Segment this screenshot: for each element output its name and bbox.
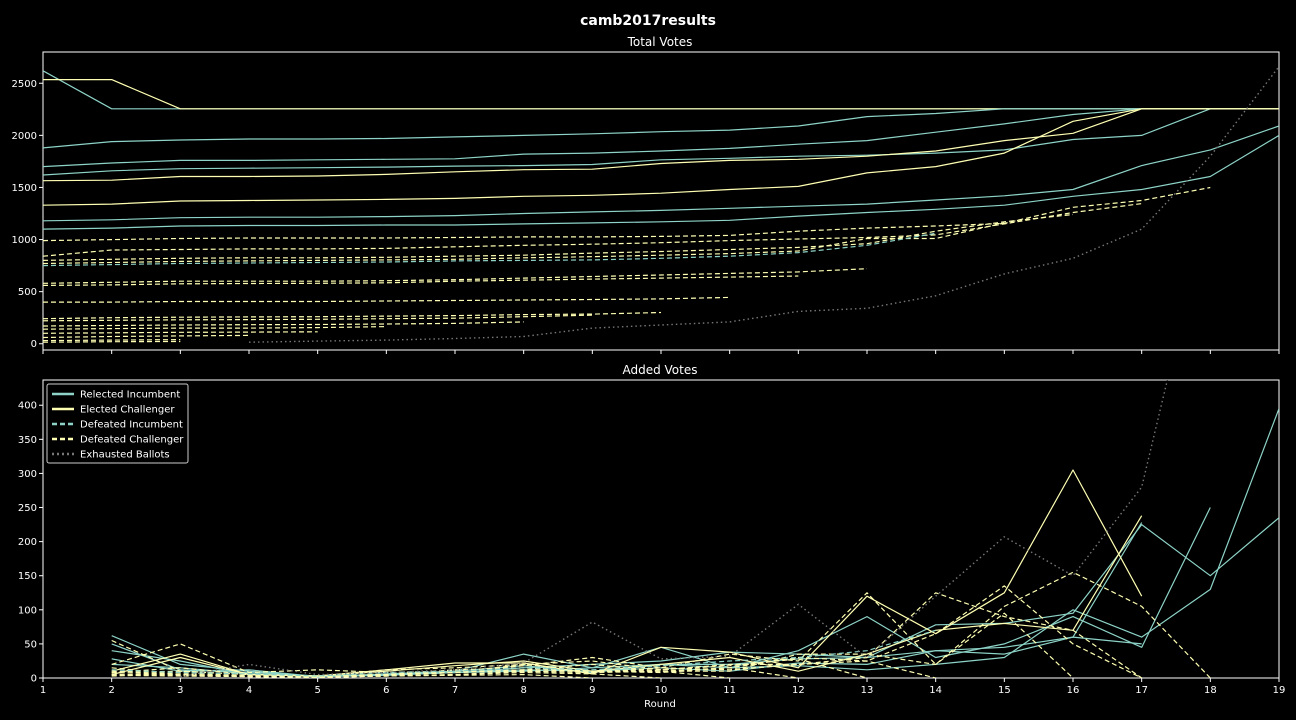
added-series-line-17 bbox=[111, 629, 936, 677]
added-series-line-14 bbox=[111, 670, 730, 678]
total-series-line-18 bbox=[43, 314, 593, 322]
total-y-tick-label-500: 500 bbox=[18, 287, 37, 298]
total-series-line-23 bbox=[43, 339, 181, 342]
added-x-tick-label-19: 19 bbox=[1273, 685, 1286, 696]
added-x-tick-label-10: 10 bbox=[655, 685, 668, 696]
added-x-tick-label-18: 18 bbox=[1204, 685, 1217, 696]
added-x-tick-label-4: 4 bbox=[246, 685, 252, 696]
added-series-line-3 bbox=[111, 522, 1143, 678]
legend-label-defeated_challenger: Defeated Challenger bbox=[80, 435, 184, 446]
added-votes-y-ticks: 0 50 100 150 200 250 300 350 400 bbox=[18, 401, 43, 685]
legend: Relected Incumbent Elected Challenger Defe… bbox=[46, 383, 189, 464]
total-y-tick-label-1000: 1000 bbox=[12, 235, 37, 246]
added-x-tick-label-2: 2 bbox=[108, 685, 114, 696]
added-y-tick-label-350: 350 bbox=[18, 435, 37, 446]
legend-box bbox=[46, 383, 189, 464]
added-series-line-7 bbox=[111, 571, 1211, 678]
total-series-line-16 bbox=[43, 296, 730, 303]
total-series-line-24 bbox=[43, 340, 181, 343]
x-axis-label: Round bbox=[644, 699, 676, 710]
added-votes-title: Added Votes bbox=[622, 363, 697, 377]
added-votes-series bbox=[111, 380, 1279, 678]
total-series-line-17 bbox=[43, 311, 662, 320]
added-series-line-16 bbox=[111, 673, 593, 678]
added-y-tick-label-100: 100 bbox=[18, 605, 37, 616]
total-series-line-3 bbox=[43, 108, 1279, 168]
total-series-line-15 bbox=[43, 275, 799, 286]
added-x-tick-label-1: 1 bbox=[40, 685, 46, 696]
figure-title: camb2017results bbox=[580, 13, 716, 29]
total-series-line-4 bbox=[43, 108, 1279, 176]
added-y-tick-label-150: 150 bbox=[18, 571, 37, 582]
legend-label-defeated_incumbent: Defeated Incumbent bbox=[80, 420, 183, 431]
added-y-tick-label-400: 400 bbox=[18, 401, 37, 412]
added-x-tick-label-11: 11 bbox=[723, 685, 736, 696]
added-x-tick-label-3: 3 bbox=[177, 685, 183, 696]
added-votes-x-ticks: 1 2 3 4 5 6 7 8 9 10 11 12 13 14 15 16 17 18 19 bbox=[40, 678, 1286, 696]
total-series-line-2 bbox=[43, 108, 1279, 149]
total-series-line-21 bbox=[43, 331, 318, 334]
total-votes-panel: Total Votes 0 500 1000 1500 2000 2500 bbox=[12, 35, 1280, 354]
added-x-tick-label-7: 7 bbox=[452, 685, 458, 696]
added-x-tick-label-8: 8 bbox=[520, 685, 526, 696]
added-y-tick-label-50: 50 bbox=[24, 639, 37, 650]
added-x-tick-label-17: 17 bbox=[1135, 685, 1148, 696]
total-series-line-20 bbox=[43, 326, 387, 330]
total-votes-series bbox=[43, 66, 1279, 343]
added-x-tick-label-15: 15 bbox=[998, 685, 1011, 696]
added-x-tick-label-5: 5 bbox=[314, 685, 320, 696]
total-votes-y-ticks: 0 500 1000 1500 2000 2500 bbox=[12, 79, 43, 350]
added-x-tick-label-16: 16 bbox=[1067, 685, 1080, 696]
total-votes-title: Total Votes bbox=[627, 35, 693, 49]
added-y-tick-label-300: 300 bbox=[18, 469, 37, 480]
added-y-tick-label-0: 0 bbox=[31, 674, 37, 685]
total-series-line-19 bbox=[43, 321, 524, 327]
total-y-tick-label-2500: 2500 bbox=[12, 79, 37, 90]
total-series-line-12 bbox=[43, 222, 1005, 265]
added-y-tick-label-250: 250 bbox=[18, 503, 37, 514]
legend-label-elected: Elected Challenger bbox=[80, 405, 175, 416]
added-series-line-12 bbox=[111, 658, 868, 678]
total-series-line-5 bbox=[43, 108, 1279, 182]
added-x-tick-label-12: 12 bbox=[792, 685, 805, 696]
legend-label-reelected: Relected Incumbent bbox=[80, 390, 180, 401]
total-votes-x-ticks bbox=[42, 350, 1280, 354]
legend-label-exhausted: Exhausted Ballots bbox=[80, 450, 170, 461]
total-series-line-25 bbox=[248, 66, 1279, 343]
total-y-tick-label-0: 0 bbox=[31, 339, 37, 350]
total-series-line-10 bbox=[43, 203, 1142, 257]
added-x-tick-label-14: 14 bbox=[929, 685, 942, 696]
total-series-line-13 bbox=[43, 232, 936, 267]
added-x-tick-label-13: 13 bbox=[861, 685, 874, 696]
total-y-tick-label-2000: 2000 bbox=[12, 131, 37, 142]
total-series-line-9 bbox=[43, 186, 1211, 242]
added-x-tick-label-9: 9 bbox=[589, 685, 595, 696]
total-series-line-11 bbox=[43, 213, 1074, 261]
total-series-line-6 bbox=[43, 108, 1279, 206]
total-series-line-14 bbox=[43, 268, 868, 284]
added-votes-panel: Added Votes 1 2 3 4 5 6 7 8 9 10 11 12 13 14 15 16 17 18 1… bbox=[18, 363, 1286, 710]
added-x-tick-label-6: 6 bbox=[383, 685, 389, 696]
total-series-line-22 bbox=[43, 334, 250, 339]
total-series-line-7 bbox=[43, 125, 1279, 222]
total-y-tick-label-1500: 1500 bbox=[12, 183, 37, 194]
added-y-tick-label-200: 200 bbox=[18, 537, 37, 548]
added-votes-frame bbox=[42, 379, 1280, 679]
total-series-line-8 bbox=[43, 134, 1279, 230]
